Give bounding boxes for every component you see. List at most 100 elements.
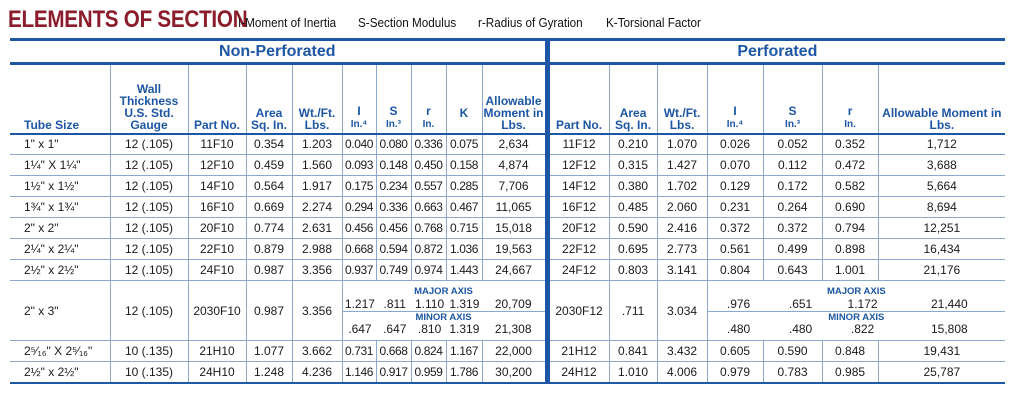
cell-perf-moment-i: 0.070: [706, 154, 764, 176]
header-perf-r-unit: In.: [844, 118, 856, 130]
header-perf-i-label: I: [733, 103, 737, 118]
cell-area: 1.248: [245, 361, 292, 384]
cell-wall-thickness: 10 (.135): [109, 361, 188, 384]
cell-perf-area: 0.803: [608, 259, 658, 281]
cell-allowable-moment: 30,200: [481, 361, 548, 384]
cell-torsional-k: 0.075: [445, 133, 482, 155]
cell-perf-area: 0.380: [608, 175, 658, 197]
cell-perf-area: 0.590: [608, 217, 658, 239]
cell-moment-i: 0.731: [341, 340, 376, 362]
cell-perf-modulus-s: 0.052: [762, 133, 823, 155]
header-perf-s-unit: In.³: [785, 118, 801, 130]
cell-perf-allowable-moment: 1,712: [877, 133, 1006, 155]
cell-perf-moment-i: 0.605: [706, 340, 764, 362]
header-perf-area: Area Sq. In.: [608, 63, 658, 135]
cell-perf-radius-r: 0.985: [821, 361, 879, 384]
cell-weight: 1.917: [291, 175, 342, 197]
cell-tube-size: 2½" x 2½": [10, 259, 110, 281]
cell-radius-r: 0.336: [410, 133, 446, 155]
cell-allowable-moment: 7,706: [481, 175, 548, 197]
major-i: 1.217: [344, 296, 375, 311]
cell-area: 0.669: [245, 196, 292, 218]
cell-torsional-k: 0.715: [445, 217, 482, 239]
cell-wall-thickness: 12 (.105): [109, 238, 188, 260]
cell-wall-thickness: 12 (.105): [109, 259, 188, 281]
header-perf-r: r In.: [821, 63, 879, 135]
cell-perf-weight: 2.060: [656, 196, 708, 218]
cell-part-no: 16F10: [187, 196, 246, 218]
cell-perf-radius-r: 0.352: [821, 133, 879, 155]
cell-torsional-k: 1.443: [445, 259, 482, 281]
cell-weight: 3.356: [291, 259, 342, 281]
cell-weight: 3.662: [291, 340, 342, 362]
header-r-unit: In.: [422, 118, 435, 130]
cell-tube-size: 1¾" x 1¾": [10, 196, 110, 218]
minor-i: .647: [348, 321, 372, 336]
table-row: 2" x 2" 12 (.105) 20F10 0.774 2.631 0.456 0.45…: [10, 217, 1006, 239]
header-r-label: r: [426, 103, 431, 118]
header-area: Area Sq. In.: [245, 63, 292, 135]
header-perf-weight: Wt./Ft. Lbs.: [656, 63, 708, 135]
cell-perf-moment-i: 0.979: [706, 361, 764, 384]
cell-allowable-moment: 2,634: [481, 133, 548, 155]
cell-modulus-s: 0.594: [375, 238, 411, 260]
cell-perf-radius-r: 0.690: [821, 196, 879, 218]
cell-area: 1.077: [245, 340, 292, 362]
header-k-label: K: [459, 105, 469, 120]
cell-tube-size: 1¼" X 1¼": [10, 154, 110, 176]
header-perf-i-unit: In.⁴: [726, 118, 744, 130]
elements-table: Non-Perforated Perforated Tube Size Wall…: [10, 38, 1006, 384]
header-tube-size: Tube Size: [10, 63, 110, 135]
cell-radius-r: 0.959: [410, 361, 446, 384]
cell-allowable-moment: 22,000: [481, 340, 548, 362]
legend-moment-of-inertia: I-Moment of Inertia: [238, 15, 337, 30]
cell-area: 0.564: [245, 175, 292, 197]
title-row: ELEMENTS OF SECTION I-Moment of Inertia …: [8, 6, 722, 34]
cell-perf-part-no: 12F12: [544, 154, 610, 176]
cell-perf-part-no: 22F12: [544, 238, 610, 260]
cell-area: 0.879: [245, 238, 292, 260]
table-row: 1" x 1" 12 (.105) 11F10 0.354 1.203 0.040 0.08…: [10, 133, 1006, 155]
cell-area: 0.987: [245, 280, 292, 341]
cell-perf-weight: 3.034: [656, 280, 708, 341]
cell-perf-weight: 2.416: [656, 217, 708, 239]
cell-part-no: 2030F10: [187, 280, 246, 341]
page-title: ELEMENTS OF SECTION: [8, 6, 248, 33]
cell-perf-moment-i: 0.804: [706, 259, 764, 281]
perf-minor-r: .822: [850, 321, 875, 336]
header-perf-s: S In.³: [762, 63, 823, 135]
cell-perf-weight: 3.141: [656, 259, 708, 281]
cell-modulus-s: 0.080: [375, 133, 411, 155]
header-s: S In.³: [375, 63, 411, 135]
cell-radius-r: 0.557: [410, 175, 446, 197]
cell-allowable-moment: 15,018: [481, 217, 548, 239]
cell-perf-moment-i: 0.231: [706, 196, 764, 218]
cell-modulus-s: 0.749: [375, 259, 411, 281]
cell-perf-radius-r: 0.848: [821, 340, 879, 362]
cell-tube-size: 2¼" x 2¼": [10, 238, 110, 260]
cell-wall-thickness: 12 (.105): [109, 217, 188, 239]
cell-tube-size: 2" x 3": [10, 280, 110, 341]
cell-perf-modulus-s: 0.643: [762, 259, 823, 281]
cell-part-no: 14F10: [187, 175, 246, 197]
cell-perf-part-no: 21H12: [544, 340, 610, 362]
header-perf-allowable-moment: Allowable Moment in Lbs.: [877, 63, 1006, 135]
cell-perf-allowable-moment: 12,251: [877, 217, 1006, 239]
cell-tube-size: 2½" x 2½": [10, 361, 110, 384]
cell-torsional-k: 1.167: [445, 340, 482, 362]
header-allowable-moment: Allowable Moment in Lbs.: [481, 63, 548, 135]
cell-moment-i: 0.456: [341, 217, 376, 239]
cell-radius-r: 0.663: [410, 196, 446, 218]
header-k: K: [445, 63, 482, 135]
cell-area: 0.354: [245, 133, 292, 155]
perf-major-axis-values: .976 .651 1.172 21,440: [708, 297, 1006, 311]
table-row: 1½" x 1½" 12 (.105) 14F10 0.564 1.917 0.175 0.…: [10, 175, 1006, 197]
table-row: 1¼" X 1¼" 12 (.105) 12F10 0.459 1.560 0.093 0.…: [10, 154, 1006, 176]
cell-perf-allowable-moment: 21,176: [877, 259, 1006, 281]
cell-torsional-k: 0.158: [445, 154, 482, 176]
cell-perf-modulus-s: 0.112: [762, 154, 823, 176]
cell-part-no: 20F10: [187, 217, 246, 239]
cell-modulus-s: 0.456: [375, 217, 411, 239]
cell-moment-i: 1.146: [341, 361, 376, 384]
cell-perf-allowable-moment: 16,434: [877, 238, 1006, 260]
